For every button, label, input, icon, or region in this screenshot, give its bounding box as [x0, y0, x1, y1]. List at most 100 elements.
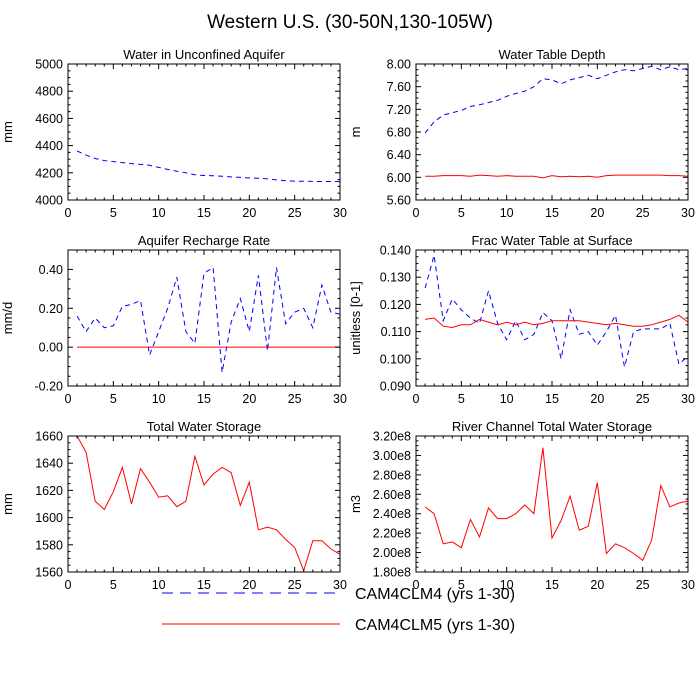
y-axis-label: mm — [0, 121, 15, 143]
x-tick-label: 5 — [110, 392, 117, 406]
series-group — [76, 266, 340, 373]
series-group — [76, 435, 340, 573]
x-tick-label: 5 — [110, 578, 117, 592]
y-tick-label: 0.20 — [39, 302, 63, 316]
x-tick-label: 10 — [152, 392, 166, 406]
y-axis-label: m3 — [348, 495, 363, 513]
y-tick-label: 0.140 — [380, 244, 411, 258]
x-tick-label: 10 — [152, 578, 166, 592]
series-line-cam4clm4 — [76, 266, 340, 373]
y-tick-label: 0.40 — [39, 263, 63, 277]
y-tick-label: 7.60 — [387, 80, 411, 94]
x-tick-label: 30 — [333, 578, 347, 592]
x-tick-label: 15 — [545, 206, 559, 220]
x-tick-label: 15 — [197, 392, 211, 406]
y-tick-label: 6.80 — [387, 126, 411, 140]
y-tick-label: 4000 — [35, 194, 63, 208]
x-tick-label: 30 — [681, 578, 695, 592]
x-tick-label: 25 — [288, 392, 302, 406]
chart-panel-3: Aquifer Recharge Rate mm/d 0 5 10 15 20 25 30 -0.… — [0, 233, 347, 406]
plot-frame — [67, 249, 341, 387]
x-tick-label: 5 — [110, 206, 117, 220]
chart-panel-5: Total Water Storage mm 0 5 10 15 20 25 30 1560 158… — [0, 419, 347, 592]
x-tick-label: 30 — [681, 392, 695, 406]
chart-panel-2: Water Table Depth m 0 5 10 15 20 25 30 5.60 6.00 6.… — [348, 47, 695, 220]
y-tick-label: 1560 — [35, 566, 63, 580]
series-line-cam4clm5 — [76, 435, 340, 573]
x-tick-label: 30 — [681, 206, 695, 220]
y-tick-label: 2.00e8 — [373, 546, 411, 560]
y-tick-label: 2.60e8 — [373, 488, 411, 502]
figure-title: Western U.S. (30-50N,130-105W) — [207, 12, 493, 33]
x-tick-label: 20 — [590, 206, 604, 220]
x-tick-label: 25 — [636, 392, 650, 406]
x-tick-label: 15 — [197, 206, 211, 220]
legend-label-cam4clm4: CAM4CLM4 (yrs 1-30) — [355, 586, 515, 603]
x-tick-label: 15 — [197, 578, 211, 592]
y-tick-label: 0.090 — [380, 380, 411, 394]
y-tick-label: 0.120 — [380, 298, 411, 312]
series-group — [424, 447, 688, 562]
y-tick-label: 1620 — [35, 484, 63, 498]
x-tick-label: 20 — [242, 206, 256, 220]
series-group — [76, 63, 340, 183]
y-tick-label: 1580 — [35, 538, 63, 552]
y-tick-label: 1660 — [35, 430, 63, 444]
plot-frame — [415, 63, 689, 201]
y-tick-label: 2.40e8 — [373, 507, 411, 521]
chart-panel-6: River Channel Total Water Storage m3 0 5 10 1… — [348, 419, 695, 592]
y-tick-label: 4400 — [35, 139, 63, 153]
x-tick-label: 5 — [458, 392, 465, 406]
panels: Water in Unconfined Aquifer mm 0 5 10 15 20 25 3… — [0, 47, 695, 592]
x-tick-label: 20 — [590, 578, 604, 592]
x-tick-label: 0 — [413, 578, 420, 592]
x-tick-label: 15 — [545, 392, 559, 406]
y-tick-label: 4800 — [35, 85, 63, 99]
panel-title: Water Table Depth — [499, 47, 606, 62]
y-tick-label: 1.80e8 — [373, 566, 411, 580]
x-tick-label: 20 — [242, 578, 256, 592]
y-tick-label: 6.00 — [387, 171, 411, 185]
x-tick-label: 5 — [458, 206, 465, 220]
series-group — [424, 65, 688, 179]
series-line-cam4clm5 — [425, 314, 688, 329]
legend: CAM4CLM4 (yrs 1-30) CAM4CLM5 (yrs 1-30) — [162, 586, 515, 634]
y-tick-label: 3.20e8 — [373, 430, 411, 444]
x-tick-label: 0 — [65, 392, 72, 406]
x-tick-label: 25 — [636, 206, 650, 220]
y-tick-label: 2.20e8 — [373, 527, 411, 541]
x-tick-label: 0 — [413, 392, 420, 406]
chart-panel-1: Water in Unconfined Aquifer mm 0 5 10 15 20 25 3… — [0, 47, 347, 220]
panel-title: Total Water Storage — [147, 419, 261, 434]
x-tick-label: 5 — [458, 578, 465, 592]
panel-title: Water in Unconfined Aquifer — [123, 47, 285, 62]
y-tick-label: 7.20 — [387, 103, 411, 117]
y-tick-label: 2.80e8 — [373, 468, 411, 482]
series-line-cam4clm5 — [424, 447, 688, 562]
plot-frame — [67, 63, 341, 201]
x-tick-label: 0 — [65, 206, 72, 220]
x-tick-label: 20 — [590, 392, 604, 406]
y-tick-label: 4600 — [35, 112, 63, 126]
series-line-cam4clm4 — [424, 65, 688, 134]
y-tick-label: 0.110 — [381, 325, 411, 339]
x-tick-label: 25 — [288, 206, 302, 220]
x-tick-label: 10 — [500, 392, 514, 406]
panel-title: Frac Water Table at Surface — [471, 233, 632, 248]
x-tick-label: 25 — [636, 578, 650, 592]
legend-label-cam4clm5: CAM4CLM5 (yrs 1-30) — [355, 617, 515, 634]
series-line-cam4clm4 — [76, 150, 340, 183]
y-axis-label: mm/d — [0, 302, 15, 335]
y-tick-label: 1600 — [35, 511, 63, 525]
y-tick-label: 0.100 — [380, 352, 411, 366]
panel-title: Aquifer Recharge Rate — [138, 233, 270, 248]
y-axis-label: m — [348, 127, 363, 138]
panel-title: River Channel Total Water Storage — [452, 419, 652, 434]
x-tick-label: 30 — [333, 206, 347, 220]
x-tick-label: 20 — [242, 392, 256, 406]
x-tick-label: 10 — [152, 206, 166, 220]
y-tick-label: -0.20 — [35, 380, 64, 394]
x-tick-label: 0 — [65, 578, 72, 592]
y-tick-label: 3.00e8 — [373, 449, 411, 463]
